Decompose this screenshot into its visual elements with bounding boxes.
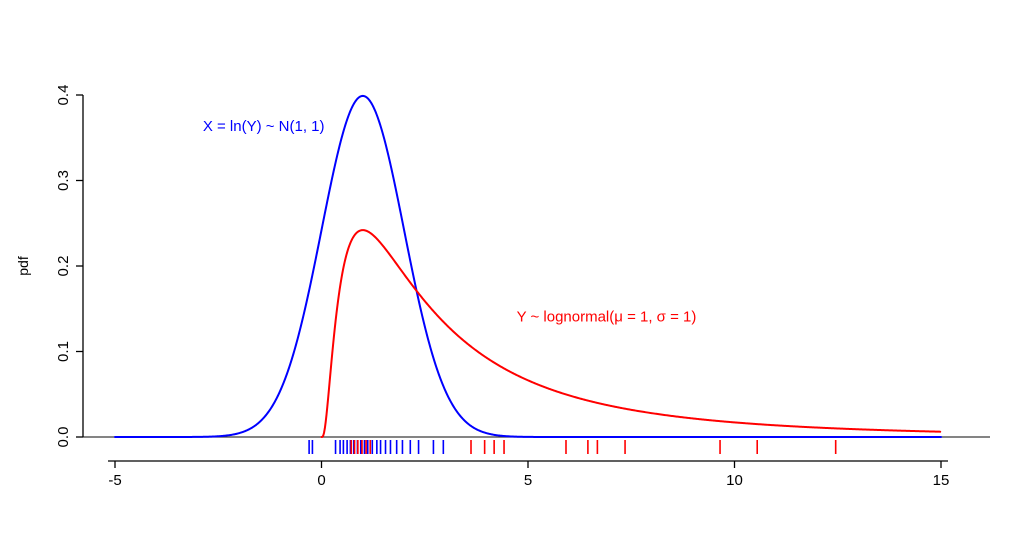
y-tick-label: 0.3 [55, 170, 72, 191]
y-axis: 0.0 0.1 0.2 0.3 0.4 pdf [15, 85, 84, 448]
x-tick-label: 5 [524, 472, 532, 489]
y-tick-label: 0.4 [55, 85, 72, 106]
x-tick-label: 10 [726, 472, 743, 489]
x-tick-label: 0 [317, 472, 325, 489]
annotation-lognormal-pdf: Y ~ lognormal(μ = 1, σ = 1) [517, 309, 697, 326]
curve-normal-pdf [114, 94, 942, 438]
x-tick-label: -5 [108, 472, 121, 489]
y-tick-label: 0.2 [55, 256, 72, 277]
y-tick-label: 0.0 [55, 427, 72, 448]
rug-normal-samples [308, 440, 445, 454]
annotation-normal-pdf: X = ln(Y) ~ N(1, 1) [203, 118, 325, 135]
y-axis-title: pdf [15, 256, 31, 276]
curve-lognormal-pdf [320, 229, 942, 438]
x-tick-label: 15 [933, 472, 950, 489]
x-axis: -5 0 5 10 15 [108, 460, 950, 489]
y-tick-label: 0.1 [55, 341, 72, 362]
rug-lognormal-samples [350, 440, 837, 454]
